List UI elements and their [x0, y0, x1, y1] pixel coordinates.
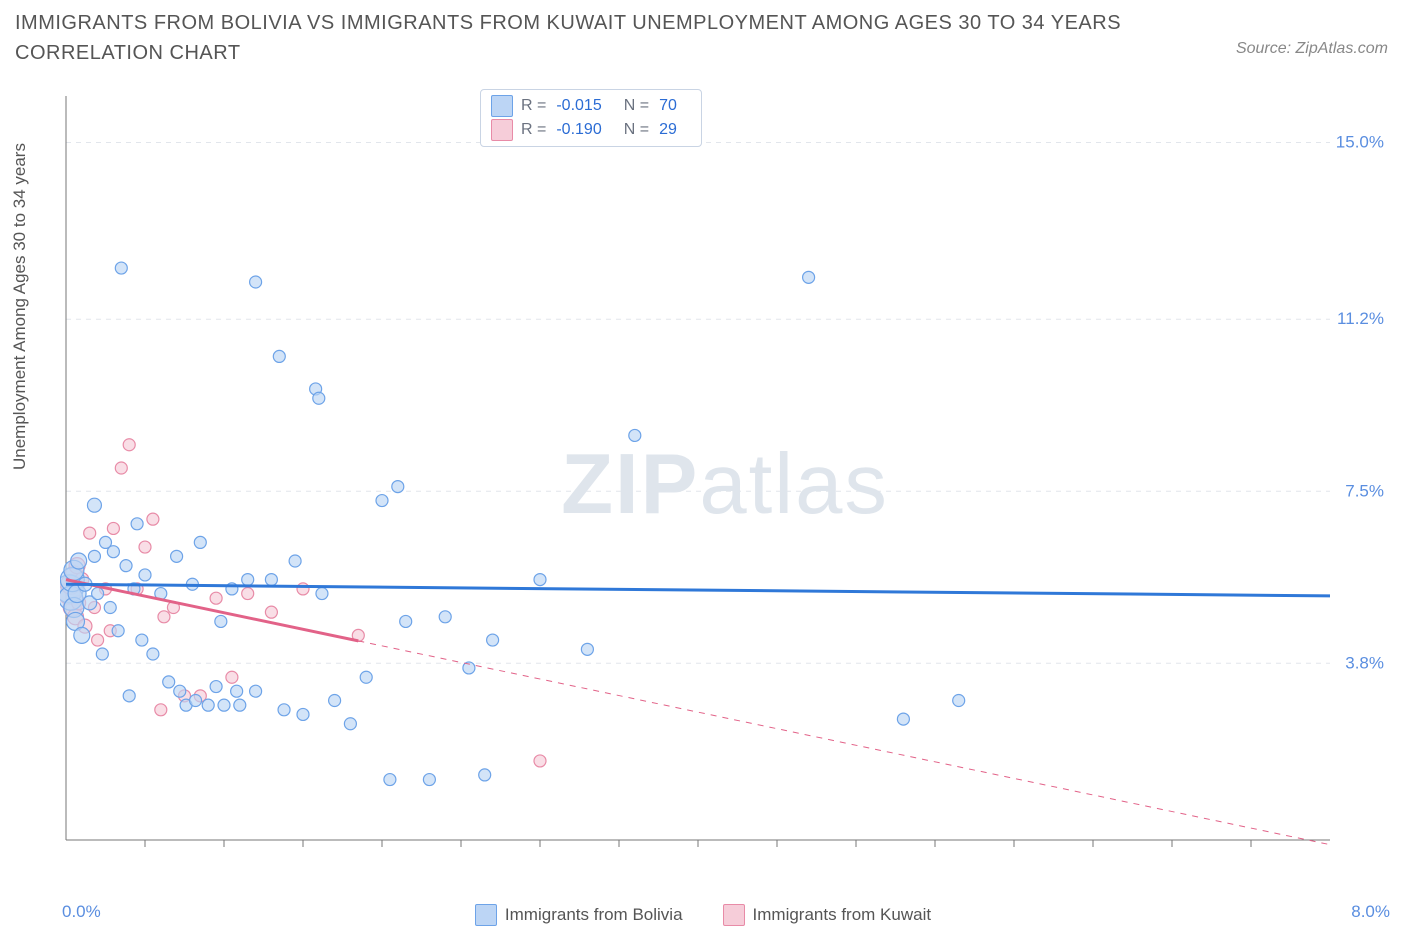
legend-item-kuwait: Immigrants from Kuwait	[723, 904, 932, 926]
stats-legend: R = -0.015 N = 70 R = -0.190 N = 29	[480, 89, 702, 147]
r-value-kuwait: -0.190	[556, 121, 601, 139]
legend-item-bolivia: Immigrants from Bolivia	[475, 904, 683, 926]
swatch-bolivia	[491, 95, 513, 117]
r-value-bolivia: -0.015	[556, 97, 601, 115]
source-label: Source: ZipAtlas.com	[1236, 40, 1388, 58]
svg-text:3.8%: 3.8%	[1345, 653, 1384, 672]
swatch-kuwait	[491, 119, 513, 141]
svg-text:7.5%: 7.5%	[1345, 481, 1384, 500]
legend-label-bolivia: Immigrants from Bolivia	[505, 905, 683, 925]
plot-area: ZIPatlas 3.8%7.5%11.2%15.0%	[60, 90, 1390, 880]
n-value-kuwait: 29	[659, 121, 677, 139]
r-label-kuwait: R =	[521, 121, 546, 139]
plot-svg: 3.8% 7.5% 11.2% 15.0%	[60, 90, 1390, 880]
chart-title: IMMIGRANTS FROM BOLIVIA VS IMMIGRANTS FR…	[15, 8, 1206, 68]
svg-text:11.2%: 11.2%	[1337, 309, 1384, 328]
swatch-kuwait-icon	[723, 904, 745, 926]
n-value-bolivia: 70	[659, 97, 677, 115]
stats-row-kuwait: R = -0.190 N = 29	[491, 118, 691, 142]
bottom-legend: Immigrants from Bolivia Immigrants from …	[0, 904, 1406, 926]
n-label-kuwait: N =	[624, 121, 649, 139]
swatch-bolivia-icon	[475, 904, 497, 926]
stats-row-bolivia: R = -0.015 N = 70	[491, 94, 691, 118]
chart-container: IMMIGRANTS FROM BOLIVIA VS IMMIGRANTS FR…	[0, 0, 1406, 930]
svg-text:15.0%: 15.0%	[1336, 133, 1384, 152]
legend-label-kuwait: Immigrants from Kuwait	[753, 905, 932, 925]
y-axis-label: Unemployment Among Ages 30 to 34 years	[10, 143, 30, 470]
n-label-bolivia: N =	[624, 97, 649, 115]
r-label-bolivia: R =	[521, 97, 546, 115]
